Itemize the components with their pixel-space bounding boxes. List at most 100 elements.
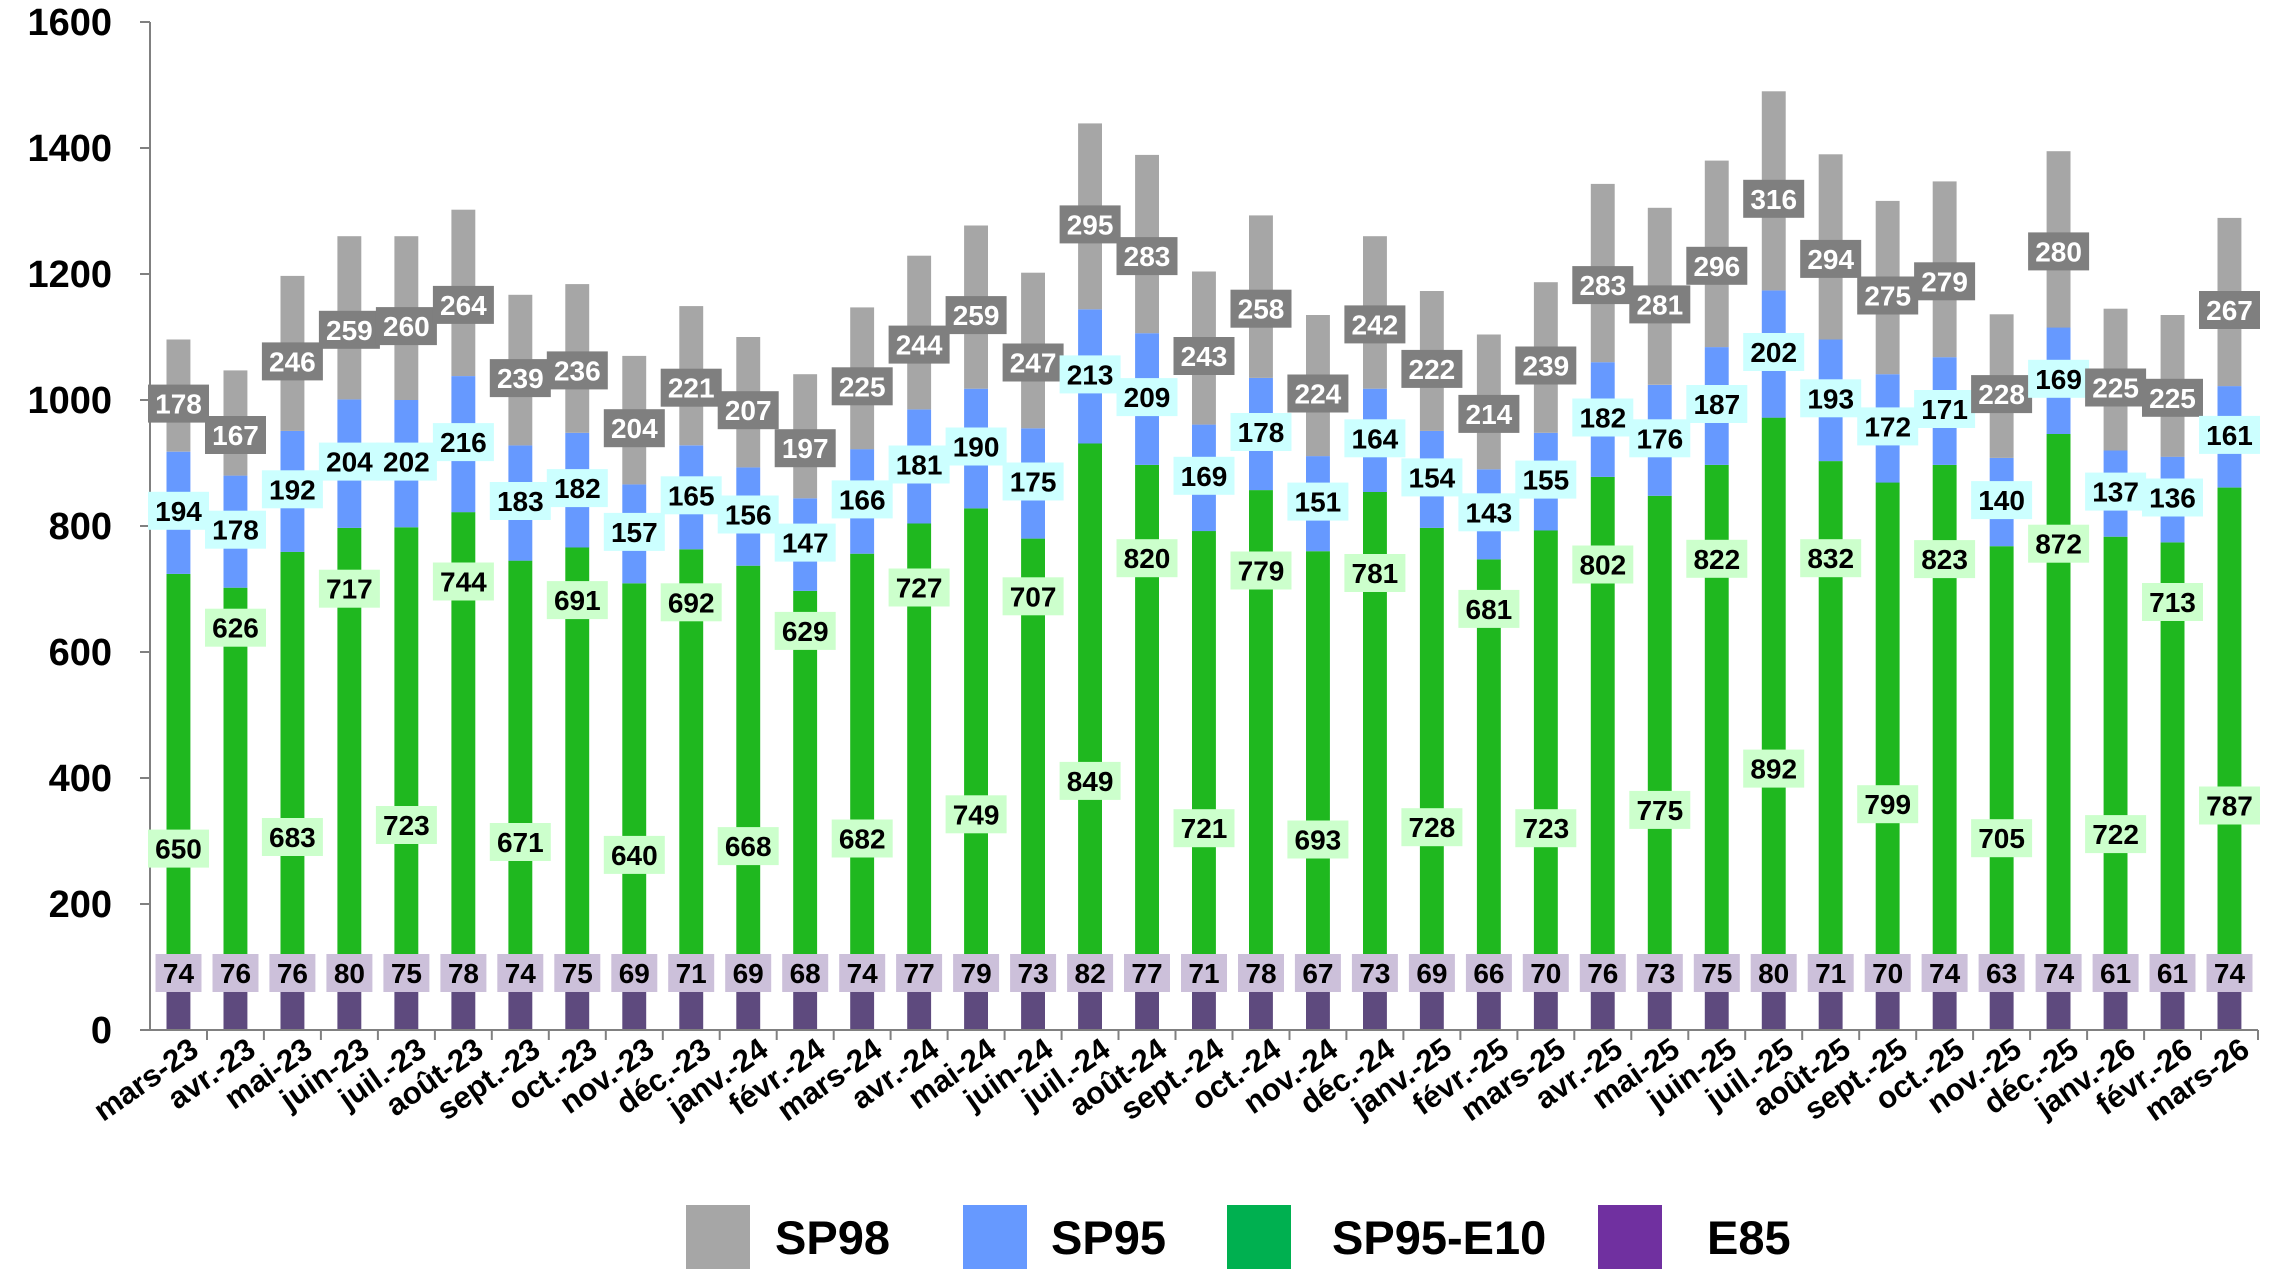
- bar-sp95-e10-mai-25: [1647, 495, 1672, 985]
- bar-sp95-e10-avr-25: [1590, 476, 1615, 983]
- data-label-sp95-fevr-25: 143: [1466, 497, 1513, 528]
- data-label-sp95-juin-25: 187: [1693, 389, 1740, 420]
- data-label-e85-sept-25: 70: [1872, 958, 1903, 989]
- data-label-box-sp98-fevr-24: [774, 429, 836, 468]
- bar-sp95-e10-mars-24: [850, 553, 875, 984]
- data-label-sp95-e10-sept-23: 671: [497, 827, 544, 858]
- data-label-box-sp98-juin-25: [1686, 246, 1748, 285]
- data-label-e85-aout-24: 77: [1131, 958, 1162, 989]
- y-tick-label-1200: 1200: [27, 254, 112, 296]
- bar-e85-nov-24: [1306, 987, 1330, 1030]
- data-label-box-sp98-oct-25: [1914, 262, 1976, 301]
- data-label-sp98-fevr-25: 214: [1466, 399, 1513, 430]
- data-label-sp98-mars-26: 267: [2206, 295, 2253, 326]
- data-label-box-sp98-aout-24: [1116, 237, 1178, 276]
- data-label-box-sp95-e10-oct-25: [1914, 540, 1976, 579]
- data-label-box-e85-nov-23: [611, 954, 658, 992]
- data-label-box-e85-sept-23: [497, 954, 544, 992]
- bar-e85-mars-23: [166, 983, 191, 1030]
- bar-sp95-e10-oct-24: [1249, 490, 1273, 981]
- data-label-sp95-e10-oct-24: 779: [1238, 556, 1285, 587]
- data-label-box-sp95-sept-23: [489, 482, 551, 520]
- data-label-sp95-e10-fevr-24: 629: [782, 616, 829, 647]
- data-label-box-sp98-mai-24: [945, 296, 1007, 335]
- data-label-e85-fevr-26: 61: [2157, 958, 2188, 989]
- data-label-box-sp95-e10-mai-24: [945, 795, 1007, 834]
- data-label-sp98-oct-23: 236: [554, 355, 601, 386]
- data-label-box-sp95-e10-avr-25: [1572, 545, 1634, 584]
- data-label-sp95-mai-25: 176: [1636, 423, 1683, 454]
- data-label-box-e85-mars-24: [839, 954, 886, 992]
- legend: SP98 SP95 SP95-E10 E85: [686, 1205, 1791, 1269]
- data-label-box-sp98-sept-25: [1857, 276, 1919, 315]
- data-label-e85-janv-24: 69: [733, 958, 764, 989]
- data-label-sp95-nov-24: 151: [1295, 487, 1342, 518]
- data-label-box-e85-mars-23: [155, 954, 202, 992]
- data-label-box-sp95-avr-25: [1572, 398, 1634, 437]
- data-label-box-e85-nov-25: [1978, 954, 2025, 992]
- legend-label-sp95: SP95: [1051, 1211, 1166, 1264]
- data-label-sp98-mai-25: 281: [1636, 289, 1683, 320]
- bar-e85-juin-23: [337, 979, 362, 1030]
- data-label-sp95-e10-dec-25: 872: [2035, 529, 2082, 560]
- bar-sp95-e10-juil-23: [394, 527, 419, 983]
- data-label-sp98-mars-25: 239: [1522, 351, 1569, 382]
- data-label-box-sp98-janv-26: [2085, 368, 2147, 407]
- data-label-sp98-juin-25: 296: [1693, 251, 1740, 282]
- data-label-sp95-dec-23: 165: [668, 480, 715, 511]
- data-label-sp95-e10-fevr-25: 681: [1466, 594, 1513, 625]
- data-label-sp98-juil-25: 316: [1750, 184, 1797, 215]
- data-label-box-e85-juin-25: [1693, 954, 1740, 992]
- bar-e85-sept-25: [1875, 985, 1900, 1030]
- y-tick-label-200: 200: [49, 884, 112, 926]
- y-tick-label-600: 600: [49, 632, 112, 674]
- data-label-sp98-fevr-24: 197: [782, 433, 829, 464]
- data-label-box-sp95-mai-25: [1629, 419, 1691, 458]
- data-label-box-e85-mai-25: [1636, 954, 1683, 992]
- bar-e85-sept-23: [508, 983, 533, 1030]
- data-label-box-sp98-mai-23: [261, 342, 323, 381]
- data-label-box-sp98-oct-23: [546, 351, 608, 390]
- data-label-box-sp95-e10-avr-23: [205, 608, 266, 647]
- data-label-sp95-e10-mars-26: 787: [2206, 791, 2253, 822]
- data-label-e85-mai-23: 76: [277, 958, 308, 989]
- data-label-box-e85-oct-23: [554, 954, 601, 992]
- bar-sp95-e10-juin-24: [1021, 538, 1045, 984]
- data-label-box-sp98-mars-26: [2199, 291, 2260, 329]
- data-label-sp95-e10-mai-24: 749: [953, 799, 1000, 830]
- data-label-box-sp95-aout-24: [1116, 378, 1178, 417]
- bar-e85-avr-24: [907, 981, 932, 1030]
- data-label-sp98-dec-25: 280: [2035, 236, 2082, 267]
- data-label-e85-sept-23: 74: [505, 958, 537, 989]
- data-label-box-sp95-oct-25: [1914, 390, 1976, 428]
- data-label-sp98-dec-24: 242: [1352, 309, 1399, 340]
- y-tick-label-400: 400: [49, 758, 112, 800]
- legend-swatch-sp95: [963, 1205, 1027, 1269]
- bar-sp95-e10-nov-23: [622, 583, 647, 987]
- bar-e85-mai-24: [964, 980, 988, 1030]
- data-label-sp98-sept-24: 243: [1181, 341, 1228, 372]
- data-label-box-sp95-e10-nov-23: [603, 835, 665, 874]
- data-label-box-sp95-e10-fevr-24: [774, 611, 836, 650]
- bar-sp95-e10-fevr-24: [793, 590, 818, 988]
- data-label-box-e85-oct-25: [1921, 954, 1968, 992]
- data-label-box-sp95-juin-24: [1002, 462, 1064, 501]
- data-label-sp98-nov-25: 228: [1978, 379, 2025, 410]
- bar-sp95-e10-juin-23: [337, 527, 362, 980]
- legend-swatch-sp95-e10: [1227, 1205, 1291, 1269]
- data-label-box-sp98-janv-25: [1401, 349, 1463, 388]
- data-label-sp95-janv-25: 154: [1409, 462, 1456, 493]
- data-label-sp95-janv-26: 137: [2092, 477, 2139, 508]
- data-label-sp95-e10-avr-24: 727: [896, 573, 943, 604]
- bar-sp95-e10-sept-23: [508, 560, 533, 984]
- data-label-sp95-e10-janv-26: 722: [2092, 819, 2139, 850]
- data-label-box-sp95-e10-nov-24: [1287, 820, 1349, 859]
- data-label-sp98-dec-23: 221: [668, 373, 715, 404]
- data-label-sp98-aout-25: 294: [1807, 244, 1854, 275]
- data-label-box-e85-avr-25: [1579, 954, 1626, 992]
- data-label-sp95-mai-23: 192: [269, 474, 316, 505]
- y-tick-label-0: 0: [91, 1010, 112, 1052]
- data-label-sp95-sept-25: 172: [1864, 411, 1911, 442]
- bar-e85-dec-23: [679, 985, 704, 1030]
- data-label-sp95-mars-23: 194: [155, 496, 202, 527]
